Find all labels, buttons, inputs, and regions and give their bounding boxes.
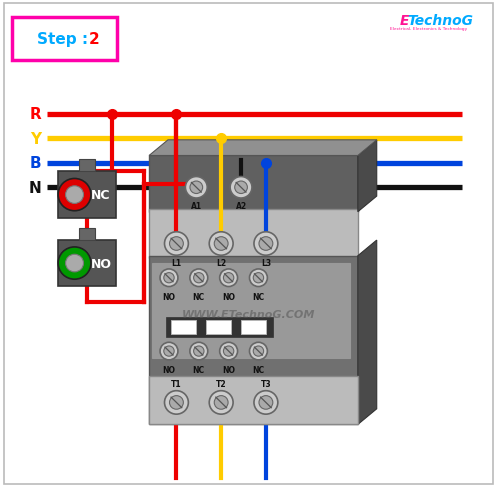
Circle shape (169, 237, 183, 251)
Circle shape (235, 182, 248, 194)
Text: NO: NO (90, 257, 111, 270)
Circle shape (185, 177, 207, 199)
FancyBboxPatch shape (152, 264, 350, 359)
FancyBboxPatch shape (12, 18, 117, 61)
Circle shape (254, 391, 278, 414)
Text: NC: NC (91, 189, 111, 202)
Text: NO: NO (222, 292, 235, 301)
FancyBboxPatch shape (241, 321, 266, 334)
Circle shape (254, 232, 278, 256)
Circle shape (249, 343, 267, 360)
Text: B: B (30, 156, 41, 171)
Polygon shape (149, 141, 377, 156)
Circle shape (214, 237, 228, 251)
Text: NO: NO (163, 366, 175, 374)
Text: A1: A1 (191, 202, 202, 211)
Circle shape (220, 343, 238, 360)
Text: T3: T3 (260, 380, 271, 388)
Text: Step :: Step : (37, 32, 93, 47)
Circle shape (249, 269, 267, 287)
Text: NC: NC (193, 366, 205, 374)
Circle shape (220, 269, 238, 287)
Text: L2: L2 (216, 258, 226, 267)
Text: NO: NO (163, 292, 175, 301)
FancyBboxPatch shape (206, 321, 231, 334)
Text: L3: L3 (261, 258, 271, 267)
FancyBboxPatch shape (58, 240, 115, 286)
Circle shape (160, 343, 178, 360)
Circle shape (209, 391, 233, 414)
Circle shape (259, 396, 273, 409)
Text: WWW.ETechnoG.COM: WWW.ETechnoG.COM (182, 310, 315, 320)
Text: NC: NC (252, 366, 264, 374)
Circle shape (66, 255, 83, 272)
Text: 2: 2 (88, 32, 99, 47)
Text: T2: T2 (216, 380, 227, 388)
FancyBboxPatch shape (241, 321, 266, 334)
Text: T1: T1 (171, 380, 182, 388)
Circle shape (224, 273, 234, 283)
Circle shape (190, 269, 208, 287)
Circle shape (169, 396, 183, 409)
Circle shape (58, 247, 91, 280)
FancyBboxPatch shape (149, 156, 358, 212)
Circle shape (214, 396, 228, 409)
Polygon shape (358, 141, 377, 212)
Circle shape (209, 232, 233, 256)
Text: R: R (29, 107, 41, 122)
Circle shape (164, 346, 174, 356)
FancyBboxPatch shape (149, 210, 358, 259)
Circle shape (224, 346, 234, 356)
Circle shape (259, 237, 273, 251)
Circle shape (164, 273, 174, 283)
Circle shape (160, 269, 178, 287)
FancyBboxPatch shape (171, 321, 196, 334)
Circle shape (190, 182, 203, 194)
Circle shape (194, 346, 204, 356)
FancyBboxPatch shape (79, 228, 95, 240)
Text: NC: NC (193, 292, 205, 301)
FancyBboxPatch shape (166, 317, 273, 338)
Circle shape (58, 179, 91, 211)
Text: Y: Y (30, 132, 41, 146)
Text: E: E (400, 14, 410, 27)
FancyBboxPatch shape (4, 4, 493, 484)
Circle shape (230, 177, 252, 199)
FancyBboxPatch shape (149, 256, 358, 425)
Circle shape (253, 273, 263, 283)
Text: NC: NC (252, 292, 264, 301)
Text: Electrical, Electronics & Technology: Electrical, Electronics & Technology (390, 27, 467, 31)
FancyBboxPatch shape (149, 376, 358, 425)
Polygon shape (358, 241, 377, 425)
Circle shape (253, 346, 263, 356)
Circle shape (165, 232, 188, 256)
Text: L1: L1 (171, 258, 181, 267)
Text: N: N (28, 181, 41, 195)
Circle shape (194, 273, 204, 283)
FancyBboxPatch shape (171, 321, 196, 334)
Circle shape (66, 186, 83, 204)
FancyBboxPatch shape (58, 172, 115, 219)
FancyBboxPatch shape (206, 321, 231, 334)
Text: A2: A2 (236, 202, 247, 211)
Circle shape (165, 391, 188, 414)
Circle shape (190, 343, 208, 360)
Text: TechnoG: TechnoG (408, 14, 474, 27)
Text: NO: NO (222, 366, 235, 374)
FancyBboxPatch shape (79, 160, 95, 172)
